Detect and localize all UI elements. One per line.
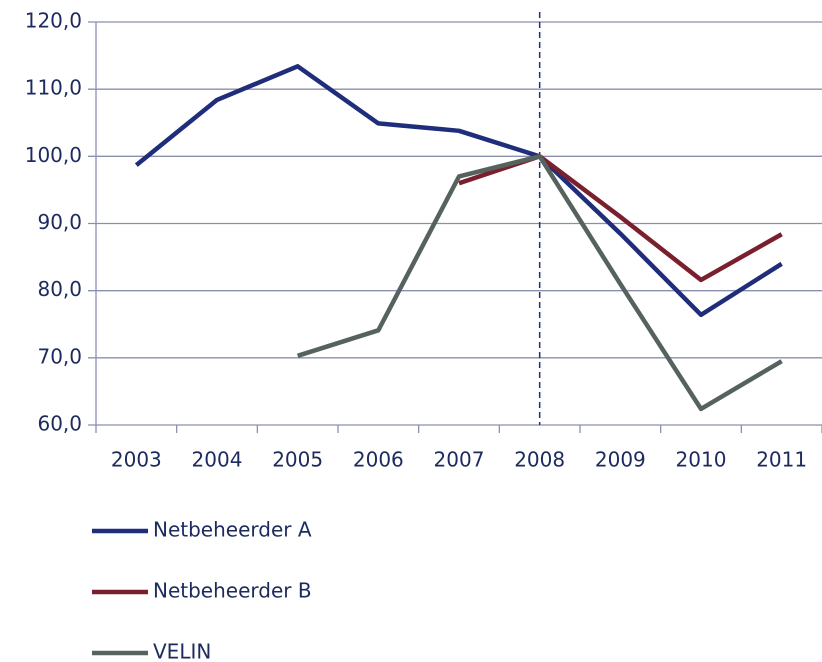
- x-tick-label: 2004: [192, 448, 243, 472]
- series-line: [296, 154, 783, 412]
- y-tick-label: 70,0: [37, 344, 82, 368]
- legend-label: Netbeheerder A: [153, 518, 312, 542]
- x-tick-label: 2010: [676, 448, 727, 472]
- x-tick-label: 2008: [514, 448, 565, 472]
- y-tick-label: 90,0: [37, 210, 82, 234]
- x-tick-label: 2005: [272, 448, 323, 472]
- x-tick-label: 2006: [353, 448, 404, 472]
- y-tick-label: 60,0: [37, 412, 82, 436]
- legend-label: VELIN: [153, 640, 211, 662]
- legend-label: Netbeheerder B: [153, 579, 312, 603]
- y-tick-label: 80,0: [37, 277, 82, 301]
- series-line: [134, 64, 783, 318]
- y-tick-label: 120,0: [25, 9, 82, 33]
- x-tick-label: 2007: [434, 448, 485, 472]
- x-tick-label: 2009: [595, 448, 646, 472]
- y-tick-label: 110,0: [25, 76, 82, 100]
- series-line: [458, 154, 783, 283]
- y-tick-label: 100,0: [25, 143, 82, 167]
- x-tick-label: 2011: [756, 448, 807, 472]
- x-tick-label: 2003: [111, 448, 162, 472]
